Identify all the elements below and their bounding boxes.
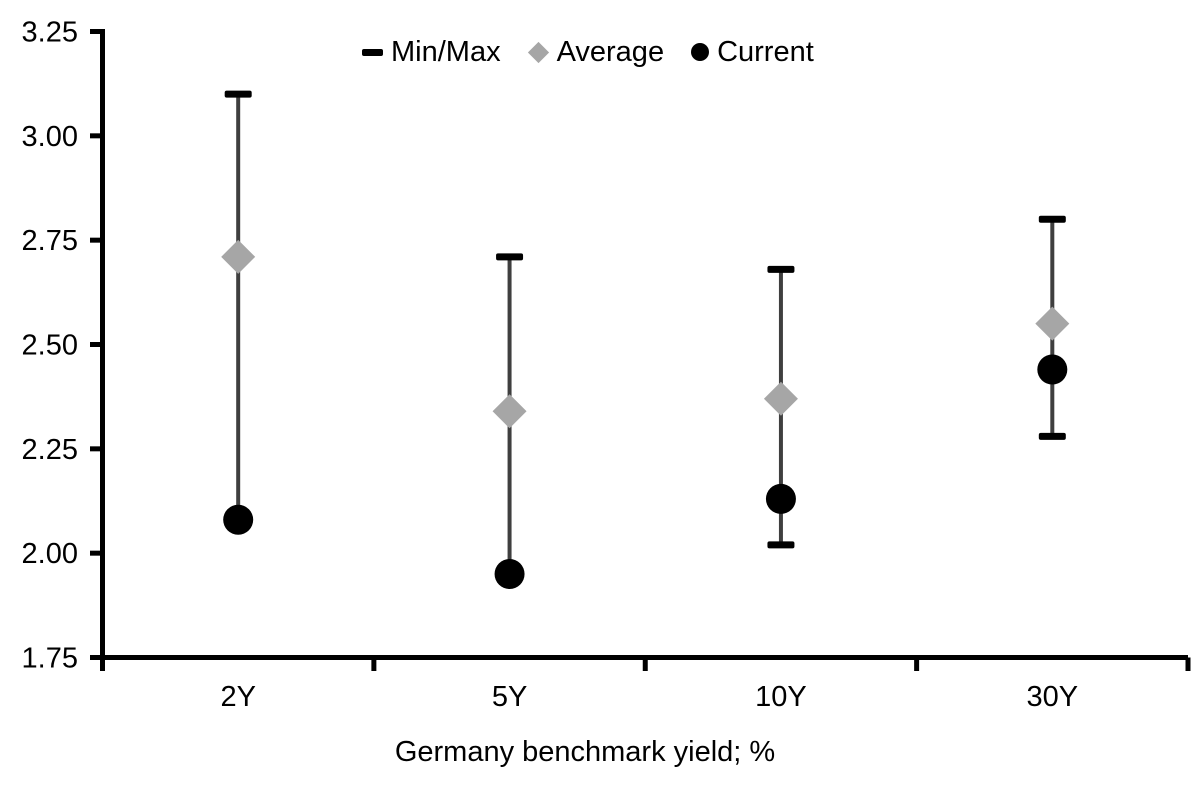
legend-label-current: Current: [717, 35, 814, 68]
average-marker-30Y: [1035, 306, 1070, 341]
x-category-label: 2Y: [220, 681, 255, 713]
legend: Min/Max Average Current: [362, 36, 814, 68]
min-cap-10Y: [767, 541, 795, 549]
y-tick-label: 1.75: [22, 643, 78, 675]
max-cap-10Y: [767, 265, 795, 273]
average-marker-5Y: [492, 394, 527, 429]
max-cap-30Y: [1038, 215, 1066, 223]
x-category-label: 10Y: [755, 681, 807, 713]
average-marker-10Y: [763, 381, 798, 416]
y-tick-label: 2.75: [22, 225, 78, 257]
current-marker-5Y: [494, 559, 525, 590]
x-category-label: 30Y: [1027, 681, 1079, 713]
max-cap-2Y: [224, 90, 252, 98]
current-circle-icon: [691, 43, 710, 61]
average-marker-2Y: [221, 239, 256, 274]
legend-label-average: Average: [556, 35, 665, 68]
legend-item-average: Average: [527, 35, 665, 69]
current-marker-10Y: [765, 483, 796, 514]
current-marker-30Y: [1037, 354, 1068, 385]
legend-item-current: Current: [691, 36, 814, 69]
y-tick-label: 2.25: [22, 434, 78, 466]
x-category-label: 5Y: [492, 681, 527, 713]
y-tick-label: 3.25: [22, 17, 78, 49]
y-tick-label: 2.50: [22, 330, 78, 362]
minmax-dash-icon: [362, 48, 383, 56]
min-cap-30Y: [1038, 432, 1066, 440]
current-marker-2Y: [223, 504, 254, 535]
x-axis-title: Germany benchmark yield; %: [394, 736, 776, 768]
average-diamond-icon: [527, 41, 549, 63]
max-cap-5Y: [496, 253, 524, 261]
legend-label-minmax: Min/Max: [391, 35, 501, 68]
y-tick-label: 2.00: [22, 538, 78, 570]
legend-item-minmax: Min/Max: [362, 36, 501, 69]
y-tick-label: 3.00: [22, 121, 78, 153]
